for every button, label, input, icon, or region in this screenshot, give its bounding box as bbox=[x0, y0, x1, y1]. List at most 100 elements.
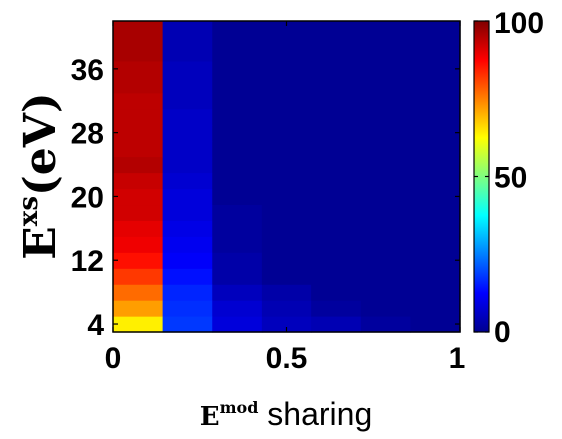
heatmap-cell bbox=[162, 316, 213, 333]
heatmap-cell bbox=[311, 268, 362, 285]
heatmap-cell bbox=[261, 60, 312, 78]
heatmap-cell bbox=[162, 268, 213, 285]
y-tick-label: 28 bbox=[71, 118, 104, 151]
heatmap-cell bbox=[212, 76, 263, 94]
y-tick-label: 4 bbox=[87, 309, 104, 342]
heatmap-cell bbox=[360, 268, 411, 285]
heatmap-cell bbox=[410, 124, 461, 142]
heatmap-cell bbox=[212, 172, 263, 190]
heatmap-cell bbox=[360, 76, 411, 94]
heatmap-cell bbox=[261, 236, 312, 253]
heatmap-cell bbox=[261, 268, 312, 285]
heatmap-cell bbox=[410, 284, 461, 301]
heatmap-cell bbox=[113, 21, 164, 46]
x-axis-label-sup: mod bbox=[220, 398, 259, 417]
heatmap-cell bbox=[311, 284, 362, 301]
heatmap-cells bbox=[113, 21, 461, 333]
heatmap-cell bbox=[261, 300, 312, 317]
heatmap-cell bbox=[162, 60, 213, 78]
x-tick-label: 0.5 bbox=[266, 342, 308, 375]
heatmap-cell bbox=[311, 76, 362, 94]
heatmap-cell bbox=[360, 252, 411, 269]
heatmap-cell bbox=[311, 44, 362, 62]
heatmap-cell bbox=[410, 252, 461, 269]
heatmap-cell bbox=[360, 92, 411, 110]
heatmap-cell bbox=[311, 156, 362, 174]
heatmap-cell bbox=[162, 188, 213, 206]
heatmap-cell bbox=[360, 108, 411, 126]
heatmap-cell bbox=[162, 21, 213, 46]
heatmap-cell bbox=[113, 204, 164, 221]
y-tick-label: 12 bbox=[71, 245, 104, 278]
y-axis-label-sup: xs bbox=[14, 196, 44, 226]
heatmap-cell bbox=[311, 21, 362, 46]
heatmap-cell bbox=[360, 21, 411, 46]
heatmap-cell bbox=[261, 188, 312, 206]
heatmap-cell bbox=[261, 156, 312, 174]
heatmap-cell bbox=[311, 92, 362, 110]
heatmap-cell bbox=[311, 60, 362, 78]
heatmap-cell bbox=[311, 124, 362, 142]
x-axis-ticks: 0 0.5 1 bbox=[105, 21, 466, 375]
colorbar-tick-label: 0 bbox=[494, 316, 511, 349]
heatmap-cell bbox=[113, 172, 164, 190]
heatmap-cell bbox=[212, 44, 263, 62]
heatmap-cell bbox=[113, 252, 164, 269]
colorbar-tick-label: 100 bbox=[494, 7, 544, 40]
heatmap-cell bbox=[113, 60, 164, 78]
heatmap-cell bbox=[212, 188, 263, 206]
heatmap-cell bbox=[360, 60, 411, 78]
heatmap-cell bbox=[212, 92, 263, 110]
heatmap-cell bbox=[212, 60, 263, 78]
heatmap-cell bbox=[410, 204, 461, 221]
heatmap-cell bbox=[113, 156, 164, 174]
heatmap-cell bbox=[212, 316, 263, 333]
heatmap-cell bbox=[162, 76, 213, 94]
heatmap-cell bbox=[360, 140, 411, 158]
heatmap-cell bbox=[360, 300, 411, 317]
heatmap-cell bbox=[162, 172, 213, 190]
heatmap-cell bbox=[360, 172, 411, 190]
heatmap-cell bbox=[410, 188, 461, 206]
colorbar-tick-label: 50 bbox=[494, 162, 527, 195]
heatmap-cell bbox=[410, 21, 461, 46]
heatmap-cell bbox=[162, 220, 213, 237]
heatmap-cell bbox=[410, 108, 461, 126]
heatmap-cell bbox=[410, 60, 461, 78]
heatmap-cell bbox=[212, 236, 263, 253]
heatmap-cell bbox=[261, 124, 312, 142]
heatmap-cell bbox=[410, 172, 461, 190]
x-tick-label: 1 bbox=[449, 342, 466, 375]
y-axis-label-base: E bbox=[15, 226, 66, 260]
x-axis-label-base: E bbox=[200, 402, 220, 432]
heatmap-cell bbox=[410, 300, 461, 317]
heatmap-cell bbox=[261, 140, 312, 158]
heatmap-cell bbox=[261, 172, 312, 190]
heatmap-cell bbox=[261, 252, 312, 269]
heatmap-cell bbox=[360, 236, 411, 253]
heatmap-cell bbox=[410, 76, 461, 94]
heatmap-cell bbox=[113, 124, 164, 142]
y-tick-label: 36 bbox=[71, 54, 104, 87]
heatmap-cell bbox=[113, 236, 164, 253]
y-axis-label-suffix: (eV) bbox=[15, 92, 66, 196]
heatmap-cell bbox=[311, 300, 362, 317]
heatmap-cell bbox=[311, 188, 362, 206]
heatmap-cell bbox=[261, 44, 312, 62]
heatmap-cell bbox=[212, 268, 263, 285]
heatmap-cell bbox=[162, 92, 213, 110]
heatmap-cell bbox=[261, 220, 312, 237]
heatmap-cell bbox=[162, 108, 213, 126]
heatmap-cell bbox=[311, 140, 362, 158]
heatmap-cell bbox=[113, 284, 164, 301]
colorbar: 0 50 100 bbox=[473, 7, 544, 349]
heatmap-cell bbox=[162, 236, 213, 253]
heatmap-cell bbox=[113, 300, 164, 317]
heatmap-cell bbox=[212, 220, 263, 237]
heatmap-cell bbox=[261, 76, 312, 94]
y-axis-label: Exs(eV) bbox=[14, 92, 66, 259]
heatmap-cell bbox=[410, 44, 461, 62]
heatmap-cell bbox=[212, 140, 263, 158]
heatmap-cell bbox=[212, 284, 263, 301]
